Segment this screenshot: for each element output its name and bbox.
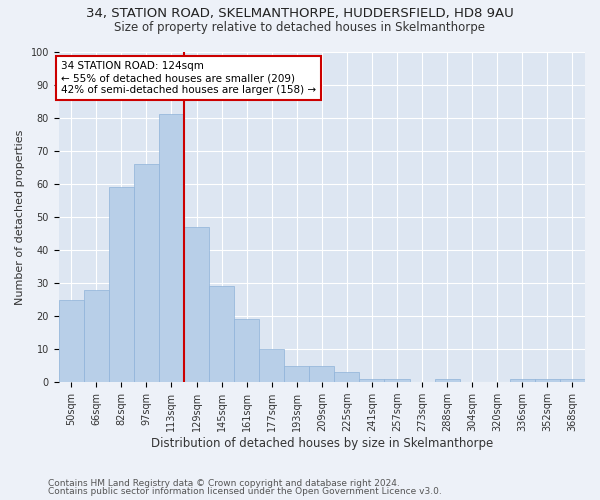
Bar — [159, 114, 184, 382]
Text: Size of property relative to detached houses in Skelmanthorpe: Size of property relative to detached ho… — [115, 21, 485, 34]
Bar — [385, 379, 410, 382]
Bar — [510, 379, 535, 382]
Bar — [234, 320, 259, 382]
Bar — [259, 349, 284, 382]
Bar — [84, 290, 109, 382]
Bar — [535, 379, 560, 382]
Text: Contains public sector information licensed under the Open Government Licence v3: Contains public sector information licen… — [48, 487, 442, 496]
X-axis label: Distribution of detached houses by size in Skelmanthorpe: Distribution of detached houses by size … — [151, 437, 493, 450]
Text: Contains HM Land Registry data © Crown copyright and database right 2024.: Contains HM Land Registry data © Crown c… — [48, 478, 400, 488]
Bar — [284, 366, 309, 382]
Y-axis label: Number of detached properties: Number of detached properties — [15, 129, 25, 304]
Text: 34, STATION ROAD, SKELMANTHORPE, HUDDERSFIELD, HD8 9AU: 34, STATION ROAD, SKELMANTHORPE, HUDDERS… — [86, 8, 514, 20]
Bar — [109, 187, 134, 382]
Text: 34 STATION ROAD: 124sqm
← 55% of detached houses are smaller (209)
42% of semi-d: 34 STATION ROAD: 124sqm ← 55% of detache… — [61, 62, 316, 94]
Bar — [309, 366, 334, 382]
Bar — [209, 286, 234, 382]
Bar — [134, 164, 159, 382]
Bar — [184, 227, 209, 382]
Bar — [334, 372, 359, 382]
Bar — [560, 379, 585, 382]
Bar — [434, 379, 460, 382]
Bar — [59, 300, 84, 382]
Bar — [359, 379, 385, 382]
